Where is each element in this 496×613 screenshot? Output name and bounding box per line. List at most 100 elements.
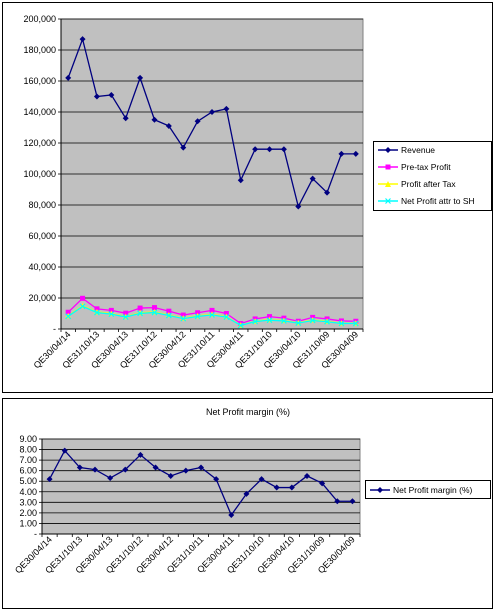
data-point-net-profit-attr-to-sh [295,320,302,327]
data-point-pre-tax-profit [65,309,71,315]
data-point-pre-tax-profit [267,314,273,320]
data-point-pre-tax-profit [223,311,229,316]
y-tick-label: 2.00 [19,508,37,518]
data-point-net-profit-attr-to-sh [65,313,72,320]
y-tick-label: 80,000 [28,200,56,210]
data-point-net-profit-attr-to-sh [108,311,115,318]
data-point-net-profit-attr-to-sh [180,315,187,322]
data-point-net-profit-attr-to-sh [266,317,273,324]
legend-item-revenue: Revenue [378,143,435,157]
y-tick-label: 3.00 [19,497,37,507]
data-point-revenue [65,74,72,81]
data-point-net-profit-margin [61,447,68,454]
y-tick-label: 140,000 [23,107,56,117]
y-tick-label: 60,000 [28,231,56,241]
y-tick-label: 9.00 [19,434,37,444]
data-point-net-profit-margin [228,512,235,518]
data-point-net-profit-attr-to-sh [338,320,345,327]
data-point-pre-tax-profit [195,310,201,316]
margin-chart-panel: Net Profit margin (%) -1.00 2.00 3.00 4.00 5… [2,398,493,609]
data-point-net-profit-margin [258,476,265,483]
data-point-pre-tax-profit [151,305,157,311]
data-point-pre-tax-profit [123,310,129,316]
y-tick-label: 160,000 [23,76,56,86]
main-chart-panel: - 20,000 40,000 60,000 80,000 100,000 120,000 1… [2,2,493,393]
data-point-net-profit-attr-to-sh [252,318,259,325]
y-tick-label: 4.00 [19,487,37,497]
data-point-net-profit-margin [152,464,159,471]
data-point-pre-tax-profit [137,305,143,311]
y-tick-label: 7.00 [19,455,37,465]
data-point-pre-tax-profit [94,306,100,312]
data-point-pre-tax-profit [209,307,215,313]
y-tick-label: 100,000 [23,169,56,179]
data-point-net-profit-margin [288,484,295,491]
data-point-revenue [180,144,187,151]
legend-swatch-margin [370,487,390,493]
legend-label-revenue: Revenue [401,145,436,155]
data-point-net-profit-margin [167,472,174,479]
legend-item-pretax: Pre-tax Profit [378,160,451,174]
y-tick-label: 200,000 [23,14,56,24]
data-point-net-profit-margin [273,484,280,491]
plot-area [41,438,361,535]
legend-label-netprofit: Net Profit attr to SH [401,196,475,206]
legend-swatch-netprofit [378,198,398,204]
legend-swatch-pretax [378,164,398,170]
series-revenue [65,36,359,210]
y-tick-label: - [34,529,37,539]
data-point-net-profit-margin [349,498,356,505]
data-point-revenue [252,146,259,153]
data-point-revenue [266,146,273,153]
data-point-net-profit-margin [213,476,220,483]
chart-title: Net Profit margin (%) [206,407,290,417]
data-point-net-profit-attr-to-sh [151,309,158,316]
series-net-profit-attr-to-sh [65,303,359,329]
data-point-net-profit-margin [304,472,310,479]
data-point-net-profit-attr-to-sh [223,314,230,320]
data-point-net-profit-margin [107,475,114,482]
data-point-pre-tax-profit [180,312,186,318]
legend-swatch-aftertax [378,181,398,187]
y-tick-label: 5.00 [19,476,37,486]
series-net-profit-margin [46,447,356,518]
legend-item-margin: Net Profit margin (%) [370,483,472,497]
data-point-net-profit-attr-to-sh [352,320,359,327]
data-point-pre-tax-profit [108,307,114,313]
legend-item-netprofit: Net Profit attr to SH [378,194,475,208]
data-point-net-profit-margin [334,498,341,505]
data-point-revenue [324,189,331,196]
chart-legend: Revenue Pre-tax Profit Profit after Tax … [373,141,492,211]
legend-label-pretax: Pre-tax Profit [401,162,451,172]
data-point-net-profit-margin [92,466,98,473]
data-point-net-profit-attr-to-sh [79,303,86,310]
legend-item-aftertax: Profit after Tax [378,177,456,191]
data-point-revenue [165,122,172,129]
y-tick-label: 120,000 [23,138,56,148]
data-point-net-profit-attr-to-sh [309,317,316,324]
data-point-net-profit-attr-to-sh [94,309,100,316]
data-point-revenue [93,93,100,100]
data-point-net-profit-margin [137,451,144,458]
y-tick-label: 20,000 [28,293,56,303]
data-point-net-profit-margin [243,490,250,497]
y-tick-label: 1.00 [19,518,37,528]
data-point-net-profit-margin [319,480,326,487]
financials-line-chart: - 20,000 40,000 60,000 80,000 100,000 120,000 1… [23,14,364,370]
data-point-net-profit-attr-to-sh [165,312,172,319]
data-point-revenue [137,74,144,81]
legend-label-aftertax: Profit after Tax [401,179,456,189]
y-tick-label: 6.00 [19,466,37,476]
data-point-net-profit-margin [182,467,189,474]
data-point-revenue [295,203,302,210]
data-point-net-profit-attr-to-sh [122,314,129,320]
data-point-revenue [151,116,158,123]
data-point-revenue [122,115,129,122]
data-point-net-profit-margin [46,476,53,483]
data-point-revenue [79,36,86,43]
margin-chart-legend: Net Profit margin (%) [365,480,491,499]
data-point-revenue [352,150,359,157]
data-point-revenue [194,118,201,125]
data-point-revenue [108,91,115,98]
y-tick-label: 180,000 [23,45,56,55]
